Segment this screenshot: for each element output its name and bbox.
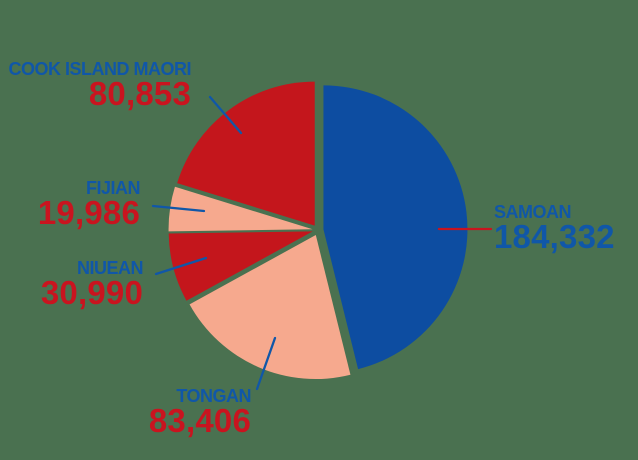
label-samoan: SAMOAN 184,332 xyxy=(494,202,615,255)
leader-line-niuean xyxy=(154,256,208,276)
pie-slice-samoan xyxy=(323,85,468,370)
label-cook-island-maori: COOK ISLAND MAORI 80,853 xyxy=(8,59,192,112)
pie-slice-fijian xyxy=(168,186,313,232)
pie-slice-cook-island-maori xyxy=(177,81,315,226)
label-tongan: TONGAN 83,406 xyxy=(148,386,252,439)
label-samoan-name: SAMOAN xyxy=(494,202,571,222)
label-fijian: FIJIAN 19,986 xyxy=(37,178,141,231)
label-niuean-value: 30,990 xyxy=(40,274,143,311)
label-fijian-value: 19,986 xyxy=(37,194,140,231)
label-niuean-name: NIUEAN xyxy=(76,258,144,278)
label-niuean: NIUEAN 30,990 xyxy=(40,258,144,311)
leader-line-cook-island-maori xyxy=(208,95,243,135)
label-cook-island-maori-value: 80,853 xyxy=(88,75,191,112)
label-tongan-value: 83,406 xyxy=(148,402,251,439)
pie-slices xyxy=(168,81,468,380)
leader-line-fijian xyxy=(151,204,206,213)
label-samoan-value: 184,332 xyxy=(494,218,615,255)
pie-slice-niuean xyxy=(168,231,313,301)
leader-line-tongan xyxy=(255,336,277,391)
pie-slice-tongan xyxy=(189,235,351,380)
leader-lines xyxy=(151,95,493,391)
label-tongan-name: TONGAN xyxy=(176,386,251,406)
label-cook-island-maori-name: COOK ISLAND MAORI xyxy=(8,59,192,79)
label-fijian-name: FIJIAN xyxy=(85,178,141,198)
